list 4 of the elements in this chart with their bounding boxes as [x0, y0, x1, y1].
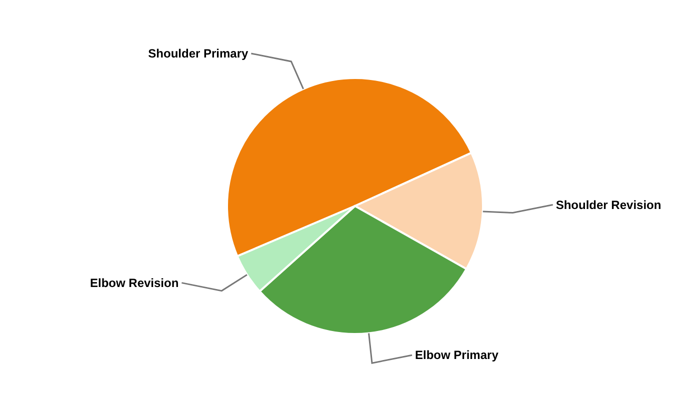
slice-label: Elbow Primary: [415, 348, 499, 362]
slice-label: Shoulder Primary: [148, 46, 249, 60]
slice-label: Shoulder Revision: [556, 198, 662, 212]
slice-label: Elbow Revision: [90, 276, 179, 290]
